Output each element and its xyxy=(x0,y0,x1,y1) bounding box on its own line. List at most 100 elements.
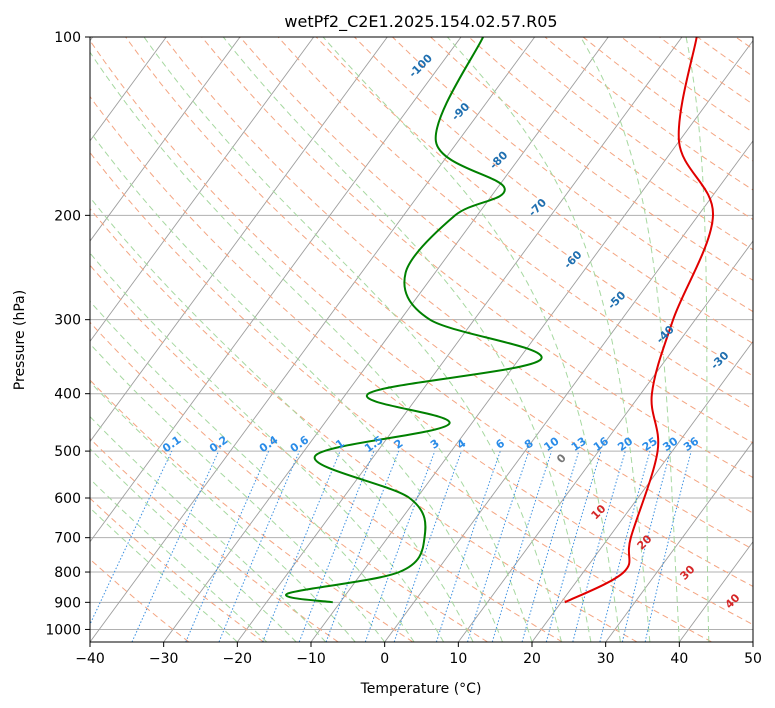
isotherm-label: -80 xyxy=(487,148,510,171)
dry-adiabat-line xyxy=(90,39,753,588)
x-tick-label: −40 xyxy=(75,651,105,667)
moist-adiabat-line xyxy=(90,130,503,642)
dry-adiabat-line xyxy=(90,437,339,642)
pressure-gridlines xyxy=(90,37,753,630)
moist-adiabat-line xyxy=(90,343,386,642)
dry-adiabat-line xyxy=(90,207,638,642)
y-tick-label: 100 xyxy=(54,30,81,46)
mixing-ratio-line xyxy=(90,450,173,626)
dry-adiabat-line xyxy=(90,558,190,642)
mixing-ratio-label: 4 xyxy=(455,437,469,452)
moist-adiabat-lines xyxy=(90,37,710,642)
isotherm-label: -90 xyxy=(449,100,472,123)
isotherm-label: -30 xyxy=(708,349,731,372)
dry-adiabat-line xyxy=(125,37,753,550)
dry-adiabat-line xyxy=(239,37,753,444)
x-tick-label: 0 xyxy=(380,651,389,667)
y-tick-label: 1000 xyxy=(45,622,81,638)
isotherm-line xyxy=(90,37,462,543)
y-tick-label: 600 xyxy=(54,491,81,507)
mixing-ratio-line xyxy=(435,450,501,642)
y-tick-label: 400 xyxy=(54,387,81,403)
mixing-ratio-lines xyxy=(90,450,692,642)
moist-adiabat-line xyxy=(580,37,680,642)
y-axis-ticks: 100 200 300 400 500 600 700 800 900 1000 xyxy=(45,30,90,638)
x-axis-label: Temperature (°C) xyxy=(360,681,482,697)
isotherm-label: -100 xyxy=(406,51,435,80)
dry-adiabat-lines xyxy=(90,37,753,642)
dry-adiabat-line xyxy=(90,497,264,642)
plot-area: 0.1 0.2 0.4 0.6 1 1.5 2 3 4 6 8 10 13 16 20 25 30 36-100-… xyxy=(90,37,775,642)
isotherm-line xyxy=(384,140,753,642)
x-tick-label: −20 xyxy=(223,651,253,667)
dry-adiabat-line xyxy=(315,37,753,377)
mixing-ratio-line xyxy=(131,450,220,642)
mixing-ratio-line xyxy=(325,450,400,642)
temperature-label: 20 xyxy=(635,532,655,552)
isotherm-line xyxy=(90,37,388,443)
mixing-ratio-line xyxy=(599,450,651,642)
isotherm-line xyxy=(752,641,753,642)
dry-adiabat-line xyxy=(90,95,753,626)
dry-adiabat-line xyxy=(90,151,712,642)
isotherm-label: -40 xyxy=(654,323,677,346)
isotherm-label: -20 xyxy=(760,378,775,401)
mixing-ratio-label: 6 xyxy=(493,437,507,452)
isotherm-line xyxy=(678,540,753,642)
moist-adiabat-line xyxy=(685,37,710,642)
mixing-ratio-line xyxy=(393,450,462,642)
isotherm-line xyxy=(163,37,609,642)
line-annotations: 0.1 0.2 0.4 0.6 1 1.5 2 3 4 6 8 10 13 16 20 25 30 36-100-… xyxy=(160,51,775,611)
x-tick-label: 40 xyxy=(670,651,688,667)
plot-frame xyxy=(89,36,754,643)
moist-adiabat-line xyxy=(447,37,651,642)
dry-adiabat-line xyxy=(392,37,753,313)
dry-adiabat-line xyxy=(90,264,563,642)
temperature-label: 30 xyxy=(678,563,698,583)
moist-adiabat-line xyxy=(222,37,592,642)
isotherm-line xyxy=(90,37,167,142)
y-tick-label: 900 xyxy=(54,595,81,611)
moist-adiabat-line xyxy=(90,478,268,642)
y-tick-label: 200 xyxy=(54,208,81,224)
x-tick-label: 50 xyxy=(744,651,762,667)
y-tick-label: 700 xyxy=(54,531,81,547)
y-axis-label: Pressure (hPa) xyxy=(12,290,28,390)
mixing-ratio-line xyxy=(572,450,626,642)
moist-adiabat-line xyxy=(143,37,562,642)
temperature-label: 0 xyxy=(554,451,569,466)
chart-title: wetPf2_C2E1.2025.154.02.57.R05 xyxy=(284,12,557,32)
moist-adiabat-line xyxy=(90,507,238,642)
dry-adiabat-line xyxy=(90,321,488,642)
mixing-ratio-label: 1 xyxy=(333,437,347,452)
mixing-ratio-label: 1.5 xyxy=(362,433,385,455)
mixing-ratio-line xyxy=(262,450,341,642)
x-tick-label: 20 xyxy=(523,651,541,667)
moist-adiabat-line xyxy=(90,252,445,642)
isotherm-line xyxy=(90,37,241,242)
x-tick-label: 10 xyxy=(449,651,467,667)
isotherm-line xyxy=(457,240,753,642)
mixing-ratio-label: 0.6 xyxy=(288,433,312,455)
isotherm-line xyxy=(90,37,536,642)
x-tick-label: −10 xyxy=(296,651,326,667)
isotherm-label: -50 xyxy=(605,288,628,311)
x-tick-label: −30 xyxy=(149,651,179,667)
moist-adiabat-line xyxy=(90,381,356,642)
isotherm-line xyxy=(236,37,683,642)
mixing-ratio-label: 0.2 xyxy=(207,433,230,455)
mixing-ratio-line xyxy=(298,450,375,642)
dry-adiabat-line xyxy=(430,37,753,281)
dewpoint-profile-line xyxy=(285,37,543,604)
dry-adiabat-line xyxy=(468,37,753,251)
mixing-ratio-line xyxy=(218,450,300,642)
moist-adiabat-line xyxy=(90,196,474,642)
y-tick-label: 300 xyxy=(54,313,81,329)
isotherm-label: -60 xyxy=(561,248,584,271)
mixing-ratio-line xyxy=(545,450,602,642)
mixing-ratio-label: 0.4 xyxy=(257,433,281,455)
y-tick-label: 800 xyxy=(54,565,81,581)
y-tick-label: 500 xyxy=(54,444,81,460)
mixing-ratio-line xyxy=(644,450,692,642)
